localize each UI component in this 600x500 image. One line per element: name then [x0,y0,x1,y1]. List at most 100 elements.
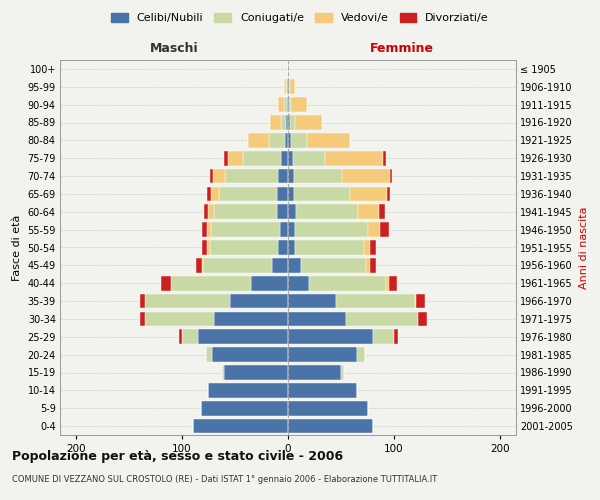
Text: COMUNE DI VEZZANO SUL CROSTOLO (RE) - Dati ISTAT 1° gennaio 2006 - Elaborazione : COMUNE DI VEZZANO SUL CROSTOLO (RE) - Da… [12,475,437,484]
Bar [277,186,288,201]
Bar [309,276,386,290]
Y-axis label: Fasce di età: Fasce di età [12,214,22,280]
Bar [230,294,288,308]
Bar [251,276,288,290]
Bar [342,168,390,184]
Bar [179,330,182,344]
Text: Popolazione per età, sesso e stato civile - 2006: Popolazione per età, sesso e stato civil… [12,450,343,463]
Bar [288,186,295,201]
Bar [212,348,288,362]
Bar [145,312,214,326]
Legend: Celibi/Nubili, Coniugati/e, Vedovi/e, Divorziati/e: Celibi/Nubili, Coniugati/e, Vedovi/e, Di… [107,8,493,28]
Bar [214,204,277,219]
Bar [288,330,373,344]
Bar [288,133,291,148]
Bar [224,365,288,380]
Bar [278,240,288,255]
Bar [280,222,288,237]
Bar [208,383,288,398]
Bar [272,258,288,272]
Bar [357,348,365,362]
Bar [288,348,357,362]
Bar [288,222,295,237]
Bar [346,312,418,326]
Bar [278,98,284,112]
Bar [295,115,322,130]
Bar [213,168,226,184]
Bar [288,276,309,290]
Bar [370,258,376,272]
Bar [193,419,288,434]
Bar [383,151,386,166]
Bar [211,186,219,201]
Bar [367,258,370,272]
Bar [389,276,397,290]
Bar [208,186,211,201]
Bar [380,222,389,237]
Bar [172,276,251,290]
Bar [281,115,286,130]
Bar [293,151,325,166]
Bar [203,258,272,272]
Bar [288,204,296,219]
Bar [196,258,202,272]
Bar [364,240,370,255]
Bar [219,186,277,201]
Bar [295,240,364,255]
Bar [379,204,385,219]
Bar [296,204,358,219]
Bar [202,258,203,272]
Bar [140,312,145,326]
Bar [208,204,214,219]
Bar [290,80,295,94]
Bar [288,151,293,166]
Bar [208,240,209,255]
Bar [161,276,172,290]
Bar [270,115,281,130]
Bar [278,168,288,184]
Bar [204,204,208,219]
Bar [269,133,285,148]
Bar [415,294,416,308]
Bar [289,98,291,112]
Bar [287,80,288,94]
Bar [227,151,244,166]
Bar [295,222,368,237]
Bar [386,276,389,290]
Bar [145,294,230,308]
Bar [248,133,269,148]
Bar [291,98,307,112]
Bar [288,80,289,94]
Bar [288,312,346,326]
Bar [358,204,379,219]
Bar [301,258,367,272]
Text: Maschi: Maschi [149,42,199,54]
Bar [341,365,344,380]
Bar [226,168,278,184]
Bar [288,98,289,112]
Bar [284,98,287,112]
Bar [214,312,288,326]
Bar [287,98,288,112]
Bar [290,115,295,130]
Bar [224,151,227,166]
Bar [373,330,394,344]
Bar [202,240,208,255]
Bar [291,133,307,148]
Bar [288,365,341,380]
Bar [288,419,373,434]
Bar [370,240,376,255]
Bar [182,330,198,344]
Bar [198,330,288,344]
Bar [288,294,336,308]
Bar [286,80,287,94]
Y-axis label: Anni di nascita: Anni di nascita [578,206,589,289]
Bar [222,365,224,380]
Bar [386,186,390,201]
Bar [202,222,208,237]
Bar [208,222,211,237]
Bar [288,62,289,76]
Bar [288,240,295,255]
Bar [209,168,213,184]
Bar [289,80,290,94]
